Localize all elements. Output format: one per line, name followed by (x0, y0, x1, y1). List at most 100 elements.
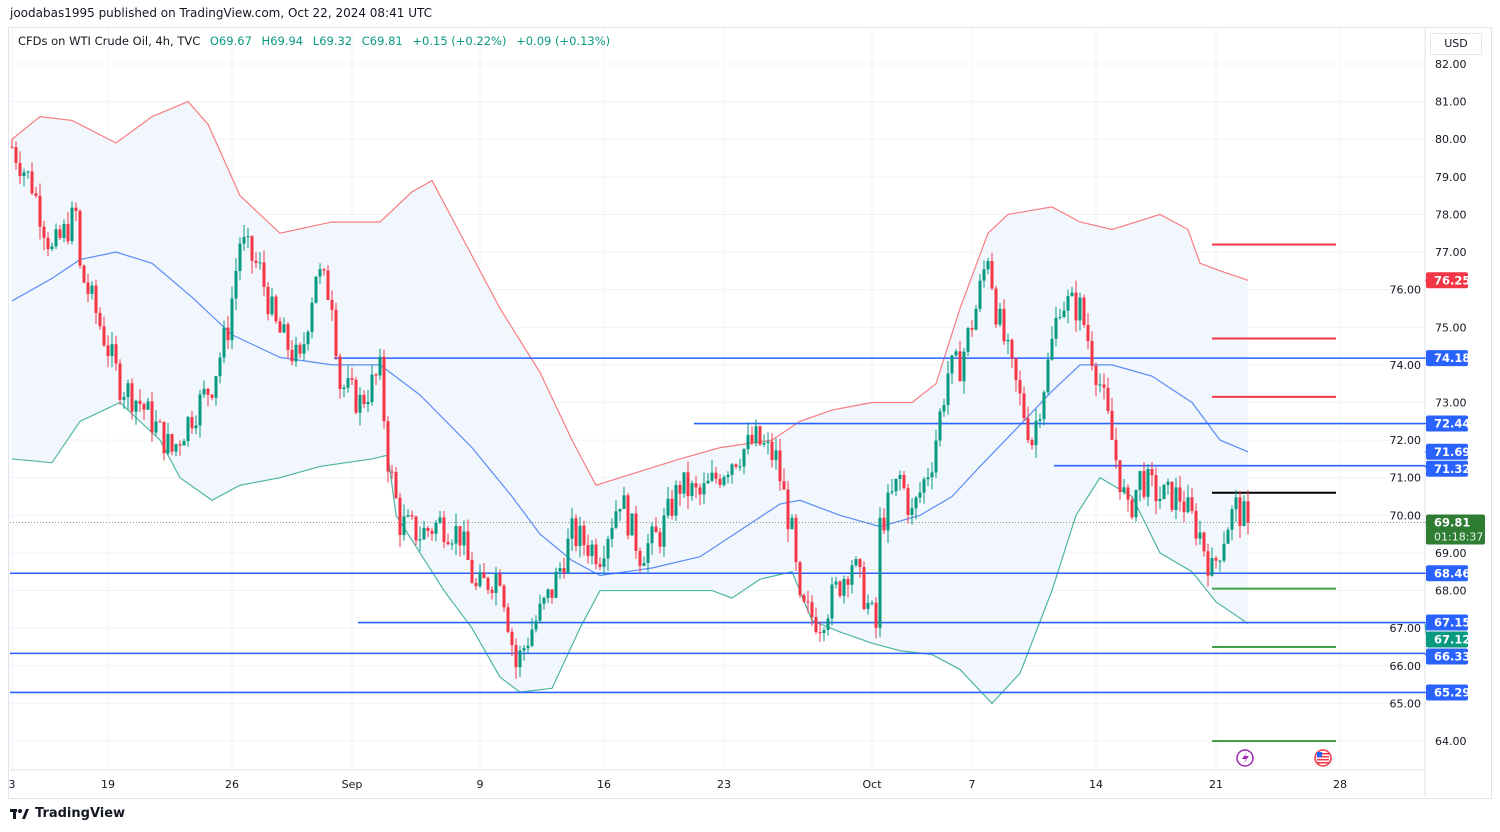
candle-body (958, 351, 962, 382)
candle (1210, 547, 1214, 577)
candle (710, 459, 714, 483)
candle (682, 472, 686, 498)
level-price-label: 71.32 (1434, 462, 1470, 476)
y-tick-label: 66.00 (1390, 660, 1422, 673)
candle-body (1038, 419, 1042, 421)
candle (350, 367, 354, 386)
candle (974, 305, 978, 331)
candle (194, 415, 198, 435)
candle-body (1054, 317, 1058, 339)
candle (466, 519, 470, 561)
candle-body (146, 401, 150, 410)
candle-body (938, 411, 942, 441)
candle-body (694, 483, 698, 488)
candle-body (718, 478, 722, 485)
candle-body (810, 602, 814, 618)
candle (1194, 503, 1198, 546)
candle (962, 347, 966, 394)
candle (74, 202, 78, 221)
lightning-event-icon[interactable] (1236, 749, 1254, 767)
candle-body (950, 355, 954, 374)
candle-body (14, 147, 18, 163)
candle (126, 379, 130, 410)
flag-stripe (1317, 762, 1329, 764)
candle-body (342, 387, 346, 389)
candle-body (274, 296, 278, 322)
candle (386, 416, 390, 483)
candle (178, 440, 182, 456)
candle-body (962, 351, 966, 382)
candle-body (1042, 392, 1046, 420)
candle-body (198, 394, 202, 426)
candle-body (542, 597, 546, 604)
candle (310, 297, 314, 339)
candle (598, 557, 602, 570)
level-price-label-bg (1426, 565, 1468, 582)
candle-body (42, 226, 46, 238)
candle-body (1006, 339, 1010, 342)
currency-button[interactable]: USD (1430, 33, 1482, 55)
candle-body (978, 280, 982, 309)
candle-body (398, 497, 402, 535)
us-flag-event-icon[interactable] (1314, 749, 1332, 767)
candle (206, 387, 210, 407)
candle (10, 139, 14, 149)
candle-body (478, 572, 482, 587)
candle-body (214, 376, 218, 398)
candle-body (90, 285, 94, 294)
candle (90, 281, 94, 300)
candle-body (230, 298, 234, 341)
symbol-name[interactable]: CFDs on WTI Crude Oil, 4h, TVC (18, 34, 201, 48)
candle-body (846, 578, 850, 585)
candle (434, 519, 438, 542)
candle (510, 627, 514, 656)
candle (822, 627, 826, 642)
level-price-label: 68.46 (1434, 566, 1470, 580)
candle-body (162, 421, 166, 454)
ohlc-high: H69.94 (261, 34, 304, 48)
candle (930, 462, 934, 490)
candle-body (318, 269, 322, 277)
candle-body (166, 434, 170, 454)
candle (1014, 357, 1018, 392)
candle-body (722, 477, 726, 485)
candle-body (1046, 359, 1050, 393)
candle (1166, 478, 1170, 495)
candle (314, 276, 318, 304)
candle (834, 577, 838, 589)
candle-body (458, 526, 462, 546)
candle (642, 556, 646, 567)
candle-body (738, 466, 742, 468)
candle-body (1154, 475, 1158, 502)
candle-body (762, 442, 766, 445)
candle-body (862, 567, 866, 609)
candle-body (490, 589, 494, 594)
candle (1050, 326, 1054, 361)
candle-body (1178, 487, 1182, 502)
candle (414, 515, 418, 546)
candle (1058, 308, 1062, 320)
candle (1190, 487, 1194, 514)
candle (702, 472, 706, 505)
candle (374, 372, 378, 385)
candle (1022, 386, 1026, 422)
candle (750, 426, 754, 446)
candle-body (78, 210, 82, 266)
candle (1146, 464, 1150, 507)
candle (402, 504, 406, 541)
candle-body (898, 475, 902, 479)
candle (882, 508, 886, 535)
candle (918, 482, 922, 504)
candle-body (814, 617, 818, 633)
candle-body (698, 487, 702, 495)
candle-body (310, 302, 314, 332)
candle (934, 429, 938, 479)
candle (34, 186, 38, 199)
candle-body (750, 434, 754, 444)
candle-body (258, 262, 262, 264)
candle-body (1150, 469, 1154, 476)
candle (614, 500, 618, 530)
candle-body (494, 573, 498, 594)
candle (1206, 543, 1210, 587)
